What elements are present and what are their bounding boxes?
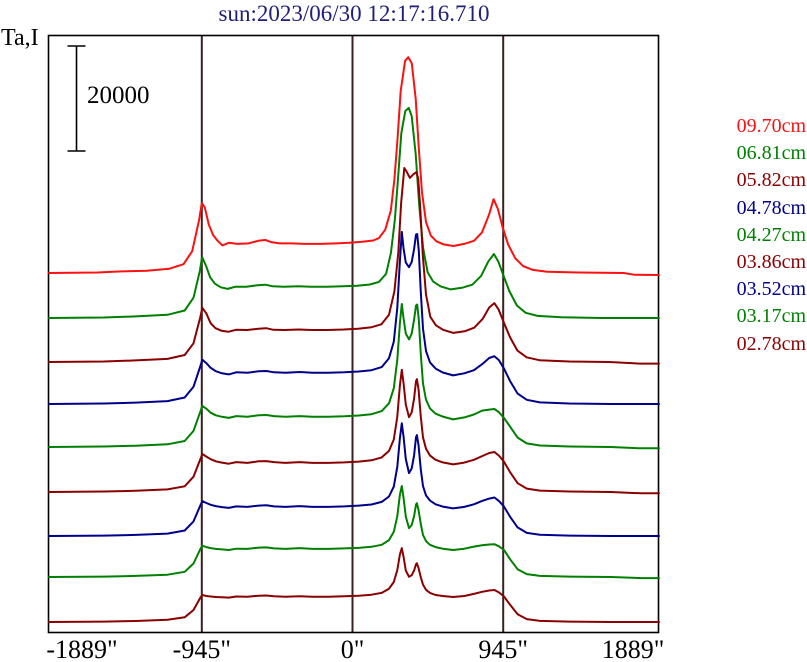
legend-item-04.78cm: 04.78cm <box>736 196 806 219</box>
scale-bar-label: 20000 <box>87 82 150 109</box>
trace-03.86cm <box>48 368 660 495</box>
trace-06.81cm <box>48 106 660 319</box>
legend-item-02.78cm: 02.78cm <box>736 332 806 355</box>
trace-02.78cm <box>48 547 660 623</box>
trace-05.82cm <box>48 167 660 365</box>
legend-item-03.86cm: 03.86cm <box>736 251 806 273</box>
legend-item-03.17cm: 03.17cm <box>736 305 806 328</box>
chart-title: sun:2023/06/30 12:17:16.710 <box>218 1 490 26</box>
x-tick-label--945: -945" <box>172 635 231 662</box>
y-axis-label: Ta,I <box>1 25 39 51</box>
legend-item-03.52cm: 03.52cm <box>736 278 806 301</box>
legend-item-05.82cm: 05.82cm <box>736 169 806 192</box>
x-tick-label-0: 0" <box>340 635 365 662</box>
x-tick-label--1889: -1889" <box>46 635 118 662</box>
trace-03.52cm <box>48 422 660 537</box>
x-tick-label-1889: 1889" <box>601 635 665 662</box>
trace-09.70cm <box>48 56 660 276</box>
x-tick-label-945: 945" <box>478 635 528 662</box>
trace-04.27cm <box>48 303 660 450</box>
legend-item-04.27cm: 04.27cm <box>736 223 806 246</box>
trace-04.78cm <box>48 230 660 405</box>
plot-frame <box>47 34 660 634</box>
trace-03.17cm <box>48 485 660 580</box>
legend-item-06.81cm: 06.81cm <box>736 142 806 165</box>
legend-item-09.70cm: 09.70cm <box>736 115 806 137</box>
